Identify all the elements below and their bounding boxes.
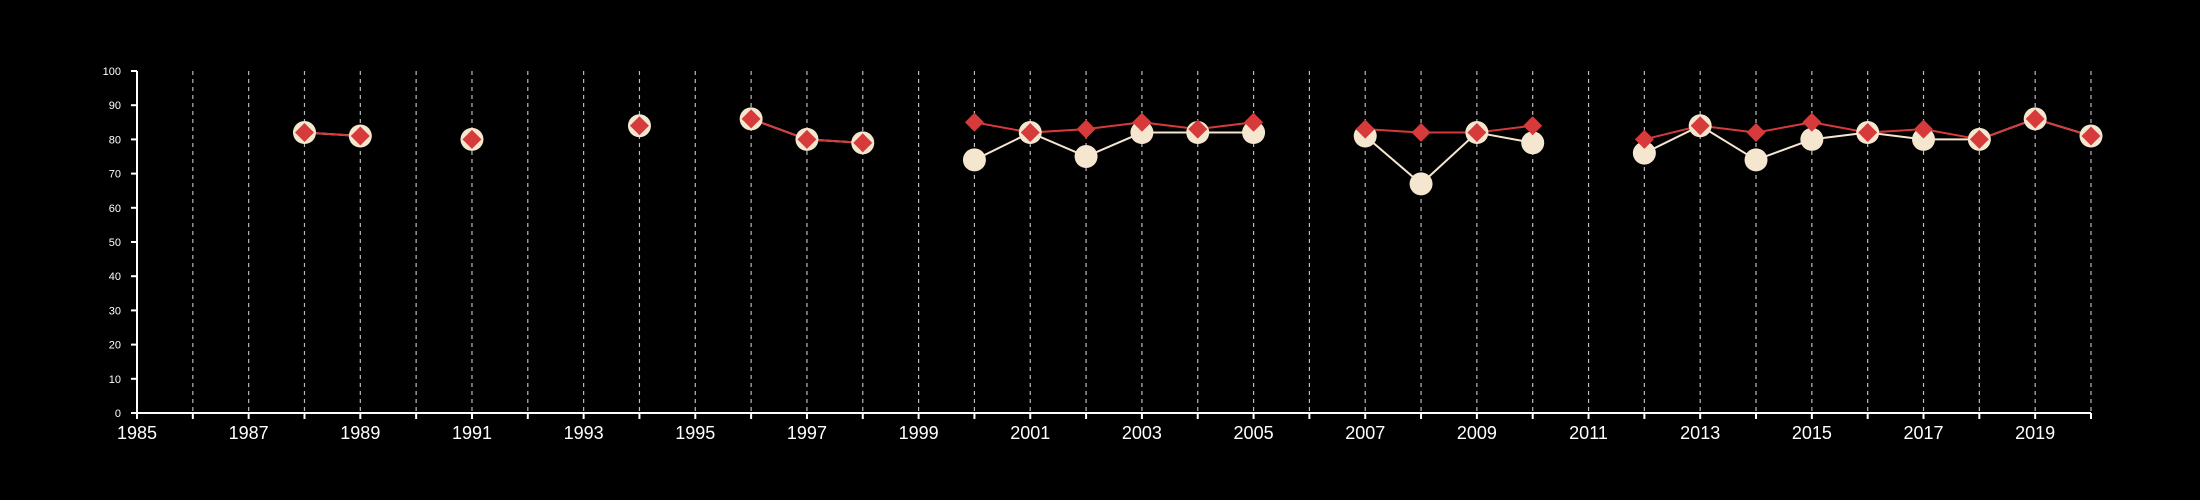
diamond-point-2015 bbox=[1802, 112, 1822, 132]
diamond-series-line-5 bbox=[1365, 124, 1533, 134]
y-tick-label-50: 50 bbox=[109, 237, 121, 249]
diamond-point-1998 bbox=[853, 133, 873, 153]
diamond-point-1997 bbox=[797, 129, 817, 149]
diamond-point-1991 bbox=[462, 129, 482, 149]
circle-point-2002 bbox=[1074, 145, 1098, 168]
y-tick-label-10: 10 bbox=[109, 374, 121, 386]
circle-point-2008 bbox=[1409, 172, 1433, 196]
circle-series-line-5 bbox=[1364, 131, 1533, 186]
diamond-point-2013 bbox=[1690, 116, 1710, 136]
x-tick-label-2019: 2019 bbox=[2015, 423, 2055, 443]
diamond-point-2020 bbox=[2081, 126, 2101, 146]
circle-point-2000 bbox=[962, 148, 986, 172]
diamond-point-2008 bbox=[1411, 123, 1431, 143]
diamond-point-2000 bbox=[964, 112, 984, 132]
x-tick-label-1993: 1993 bbox=[564, 423, 604, 443]
circle-point-2015 bbox=[1800, 127, 1824, 151]
circle-point-2010 bbox=[1521, 131, 1545, 155]
x-tick-label-2011: 2011 bbox=[1569, 423, 1608, 443]
diamond-point-2016 bbox=[1858, 123, 1878, 143]
x-tick-label-1997: 1997 bbox=[787, 423, 827, 443]
diamond-point-2001 bbox=[1020, 123, 1040, 143]
diamond-point-2010 bbox=[1523, 116, 1543, 136]
circle-point-2005 bbox=[1242, 121, 1266, 145]
x-tick-label-2003: 2003 bbox=[1122, 423, 1162, 443]
x-tick-label-2005: 2005 bbox=[1234, 423, 1274, 443]
y-tick-label-40: 40 bbox=[109, 271, 121, 283]
y-tick-label-90: 90 bbox=[109, 100, 121, 112]
diamond-point-1989 bbox=[350, 126, 370, 146]
x-tick-label-2007: 2007 bbox=[1345, 423, 1385, 443]
diamond-point-2012 bbox=[1634, 129, 1654, 149]
circle-point-2014 bbox=[1744, 148, 1768, 172]
x-tick-label-2015: 2015 bbox=[1792, 423, 1832, 443]
x-tick-label-1991: 1991 bbox=[452, 423, 492, 443]
diamond-point-1994 bbox=[629, 116, 649, 136]
series-layer bbox=[292, 107, 2103, 196]
axes: 1985 1987 1989 1991 1993 1995 1997 1999 2001 2003… bbox=[103, 66, 2092, 443]
y-tick-label-80: 80 bbox=[109, 134, 121, 146]
x-tick-label-2017: 2017 bbox=[1903, 423, 1943, 443]
y-tick-label-0: 0 bbox=[115, 408, 121, 420]
circle-point-2017 bbox=[1912, 127, 1936, 151]
diamond-point-2018 bbox=[1969, 129, 1989, 149]
diamond-point-2002 bbox=[1076, 119, 1096, 139]
x-tick-label-1995: 1995 bbox=[675, 423, 715, 443]
y-tick-label-60: 60 bbox=[109, 203, 121, 215]
diamond-point-2005 bbox=[1244, 112, 1264, 132]
circle-point-2003 bbox=[1130, 121, 1154, 145]
x-tick-label-1987: 1987 bbox=[229, 423, 269, 443]
diamond-point-2007 bbox=[1355, 119, 1375, 139]
diamond-point-2003 bbox=[1132, 112, 1152, 132]
diamond-point-1996 bbox=[741, 109, 761, 129]
circle-point-2012 bbox=[1632, 141, 1656, 165]
x-tick-label-1999: 1999 bbox=[899, 423, 939, 443]
x-tick-label-2009: 2009 bbox=[1457, 423, 1497, 443]
y-tick-label-70: 70 bbox=[109, 169, 121, 181]
y-tick-label-20: 20 bbox=[109, 340, 121, 352]
diamond-point-2019 bbox=[2025, 109, 2045, 129]
diamond-point-2014 bbox=[1746, 123, 1766, 143]
x-tick-label-1985: 1985 bbox=[117, 423, 157, 443]
diamond-point-2017 bbox=[1914, 119, 1934, 139]
diamond-point-2004 bbox=[1188, 119, 1208, 139]
x-tick-label-2013: 2013 bbox=[1680, 423, 1720, 443]
y-tick-label-100: 100 bbox=[103, 66, 121, 78]
x-tick-label-2001: 2001 bbox=[1010, 423, 1050, 443]
y-tick-label-30: 30 bbox=[109, 305, 121, 317]
x-tick-label-1989: 1989 bbox=[340, 423, 380, 443]
diamond-point-2009 bbox=[1467, 123, 1487, 143]
diamond-point-1988 bbox=[294, 123, 314, 143]
